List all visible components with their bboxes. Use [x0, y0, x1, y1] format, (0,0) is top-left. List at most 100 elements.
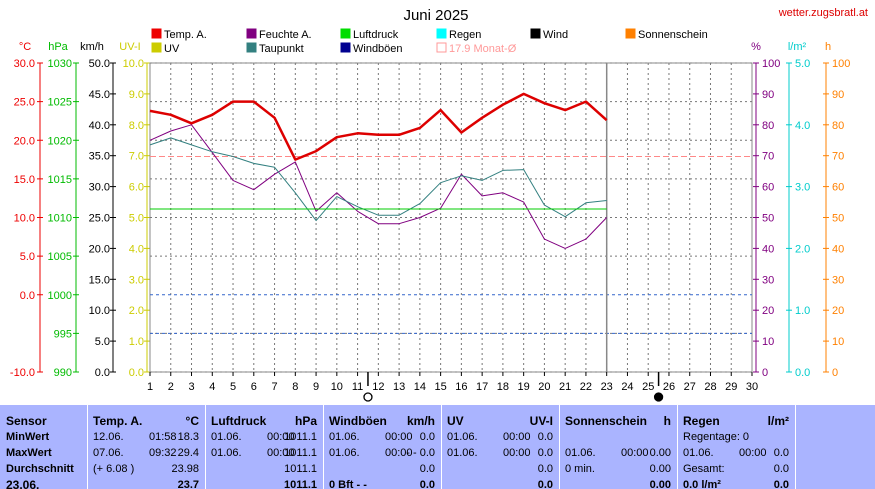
- tick-label-pressure: 1015: [48, 174, 72, 186]
- tick-label-pressure: 1000: [48, 290, 72, 302]
- table-column-gust: Windböen km/h 01.06. 00:00 0.0 01.06. 00:00- -…: [323, 405, 442, 489]
- chart-title: Juni 2025: [403, 7, 468, 24]
- tick-label-rain: 0.0: [795, 367, 810, 379]
- tick-label-pressure: 1020: [48, 135, 72, 147]
- cell-value: 0.0: [537, 431, 553, 443]
- cell-date: 01.06.: [447, 447, 478, 459]
- tick-label-humidity: 40: [762, 243, 774, 255]
- legend-label: UV: [164, 43, 180, 55]
- tick-label-sun: 20: [832, 305, 844, 317]
- cell-date: 01.06.: [329, 447, 360, 459]
- cell-date: Gesamt:: [683, 463, 725, 475]
- axis-unit-temp: °C: [19, 41, 31, 53]
- tick-label-temp: 5.0: [20, 251, 35, 263]
- cell-value: 0.00: [649, 463, 671, 475]
- table-row-labels: Sensor MinWert MaxWert Durchschnitt 23.0…: [0, 405, 88, 489]
- cell-value: 0.0: [537, 479, 553, 489]
- tick-label-uv: 3.0: [129, 274, 144, 286]
- x-tick-label: 28: [704, 381, 716, 393]
- x-tick-label: 1: [147, 381, 153, 393]
- tick-label-humidity: 90: [762, 89, 774, 101]
- label-current: 23.06.: [6, 478, 40, 489]
- axis-unit-uv: UV-I: [119, 41, 140, 53]
- label-avg: Durchschnitt: [6, 463, 74, 475]
- cell-value: 0.00: [649, 479, 671, 489]
- x-tick-label: 15: [434, 381, 446, 393]
- cell-time: 00:00: [385, 447, 413, 459]
- axis-unit-wind: km/h: [80, 41, 104, 53]
- tick-label-humidity: 30: [762, 274, 774, 286]
- column-unit: UV-I: [529, 414, 553, 428]
- tick-label-rain: 1.0: [795, 305, 810, 317]
- tick-label-pressure: 1030: [48, 58, 72, 70]
- tick-label-uv: 6.0: [129, 182, 144, 194]
- tick-label-rain: 4.0: [795, 120, 810, 132]
- site-label: wetter.zugsbratl.at: [778, 7, 868, 19]
- tick-label-temp: 0.0: [20, 290, 35, 302]
- cell-time: 01:58: [149, 431, 177, 443]
- tick-label-uv: 4.0: [129, 243, 144, 255]
- legend-label: Temp. A.: [164, 29, 207, 41]
- table-column-rain: Regen l/m² Regentage: 0 01.06. 00:00 0.0 Gesam…: [677, 405, 796, 489]
- x-tick-label: 5: [230, 381, 236, 393]
- axis-unit-rain: l/m²: [788, 41, 807, 53]
- tick-label-humidity: 50: [762, 213, 774, 225]
- x-tick-label: 27: [684, 381, 696, 393]
- x-tick-label: 3: [188, 381, 194, 393]
- cell-value: 18.3: [177, 431, 199, 443]
- tick-label-temp: 20.0: [14, 135, 35, 147]
- tick-label-wind: 15.0: [89, 274, 110, 286]
- x-tick-label: 25: [642, 381, 654, 393]
- cell-value: 29.4: [177, 447, 199, 459]
- tick-label-uv: 7.0: [129, 151, 144, 163]
- legend-label: Luftdruck: [353, 29, 399, 41]
- moon-phase-icon: [653, 392, 664, 402]
- cell-date: 0 Bft - -: [329, 479, 367, 489]
- legend-label: 17.9 Monat-Ø: [449, 43, 517, 55]
- legend: Temp. A. Feuchte A. Luftdruck Regen Wind Sonn…: [151, 28, 708, 55]
- tick-label-wind: 45.0: [89, 89, 110, 101]
- tick-label-uv: 10.0: [123, 58, 144, 70]
- tick-label-uv: 2.0: [129, 305, 144, 317]
- column-title: UV: [447, 414, 464, 428]
- x-tick-label: 11: [352, 381, 363, 393]
- cell-value: 23.98: [171, 463, 199, 475]
- cell-date: Regentage: 0: [683, 431, 750, 443]
- tick-label-pressure: 1005: [48, 251, 72, 263]
- tick-label-pressure: 1010: [48, 213, 72, 225]
- cell-time: 00:00: [267, 447, 295, 459]
- column-unit: h: [663, 414, 671, 428]
- legend-label: Sonnenschein: [638, 29, 708, 41]
- tick-label-uv: 0.0: [129, 367, 144, 379]
- x-tick-label: 7: [271, 381, 277, 393]
- cell-time: 00:00: [385, 431, 413, 443]
- axis-unit-sun: h: [825, 41, 831, 53]
- column-unit: °C: [185, 414, 199, 428]
- cell-value: 1011.1: [284, 463, 317, 475]
- x-tick-label: 19: [518, 381, 530, 393]
- axis-unit-humidity: %: [751, 41, 761, 53]
- tick-label-sun: 0: [832, 367, 838, 379]
- cell-date: 01.06.: [683, 447, 714, 459]
- legend-label: Taupunkt: [259, 43, 304, 55]
- legend-swatch: [246, 42, 257, 53]
- tick-label-temp: 15.0: [14, 174, 35, 186]
- cell-date: 0 min.: [565, 463, 595, 475]
- cell-value: 0.0: [419, 463, 435, 475]
- table-column-sun: Sonnenschein h 01.06. 00:00 0.00 0 min. 0.00 0.…: [559, 405, 678, 489]
- tick-label-uv: 1.0: [129, 336, 144, 348]
- legend-swatch: [625, 28, 636, 39]
- tick-label-uv: 9.0: [129, 89, 144, 101]
- axis-unit-pressure: hPa: [48, 41, 68, 53]
- legend-label: Feuchte A.: [259, 29, 312, 41]
- tick-label-pressure: 995: [54, 328, 72, 340]
- x-tick-label: 26: [663, 381, 675, 393]
- cell-value: 0.0: [773, 463, 789, 475]
- tick-label-temp: 25.0: [14, 97, 35, 109]
- x-tick-label: 29: [725, 381, 737, 393]
- tick-label-wind: 50.0: [89, 58, 110, 70]
- x-tick-label: 18: [497, 381, 509, 393]
- tick-label-sun: 60: [832, 182, 844, 194]
- cell-value: 1011.1: [283, 479, 317, 489]
- moon-phase-icon: [363, 392, 373, 402]
